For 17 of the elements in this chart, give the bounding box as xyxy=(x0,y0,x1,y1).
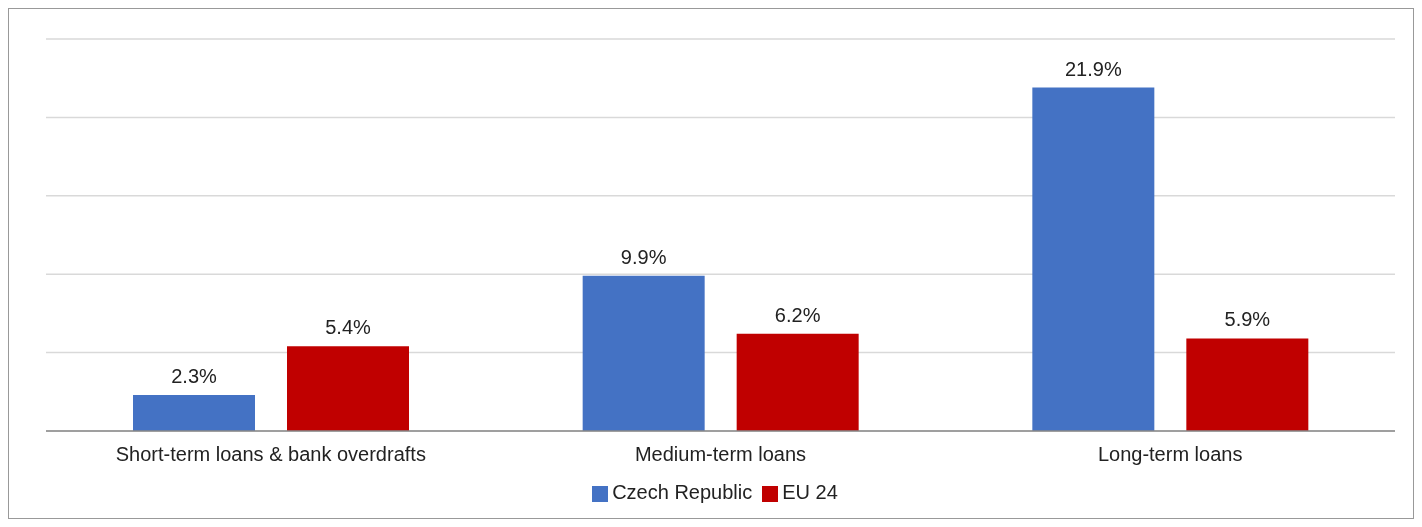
x-tick-label: Short-term loans & bank overdrafts xyxy=(115,443,426,466)
bar xyxy=(287,346,409,431)
data-label: 21.9% xyxy=(1064,57,1122,80)
bar xyxy=(1032,87,1155,431)
data-label: 9.9% xyxy=(620,245,667,268)
legend-label: EU 24 xyxy=(782,481,838,503)
bar xyxy=(736,333,859,431)
x-tick-label: Long-term loans xyxy=(1097,443,1243,466)
legend-label: Czech Republic xyxy=(612,481,753,503)
bar xyxy=(582,275,705,431)
data-label: 5.4% xyxy=(325,316,372,339)
data-label: 2.3% xyxy=(171,364,218,387)
data-label: 6.2% xyxy=(774,303,821,326)
bar xyxy=(1186,338,1309,431)
bar xyxy=(133,394,255,431)
data-label: 5.9% xyxy=(1224,308,1271,331)
x-tick-label: Medium-term loans xyxy=(634,443,807,466)
